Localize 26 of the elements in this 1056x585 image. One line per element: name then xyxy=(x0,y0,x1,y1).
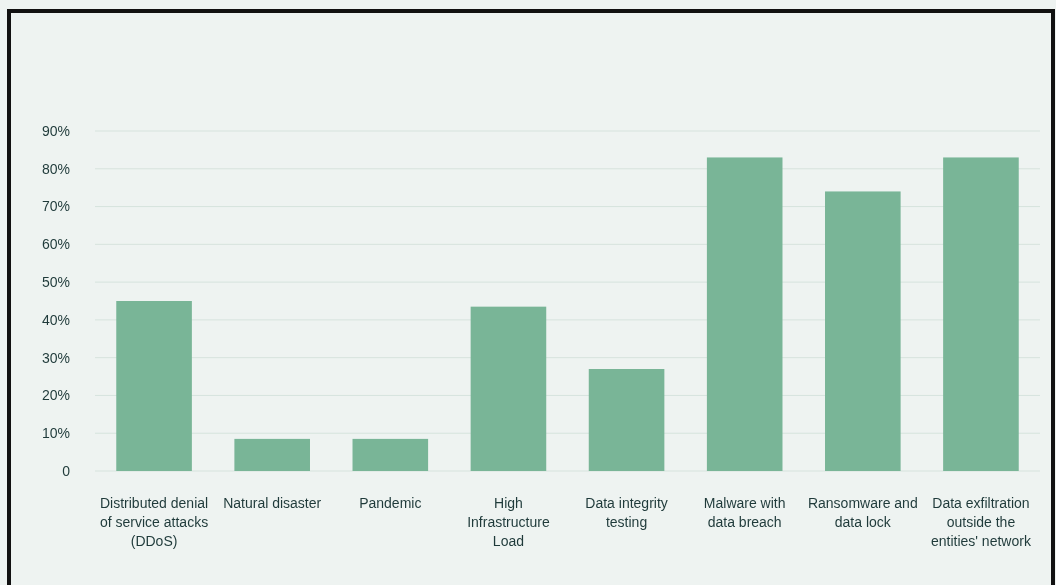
x-tick-label: Pandemic xyxy=(359,494,422,511)
bar xyxy=(943,157,1019,471)
bar xyxy=(470,306,547,471)
y-tick-label: 70% xyxy=(41,198,70,215)
x-tick-label: Data exfiltration outside the entities' network xyxy=(930,494,1032,549)
x-tick-label: Ransomware and data lock xyxy=(807,494,918,530)
y-tick-label: 50% xyxy=(41,274,70,291)
y-tick-label: 20% xyxy=(41,387,70,404)
x-tick-label: Data integrity testing xyxy=(585,494,668,530)
y-tick-label: 80% xyxy=(41,160,70,177)
y-tick-label: 0 xyxy=(62,462,71,479)
y-tick-label: 90% xyxy=(41,122,70,139)
x-tick-label: High Infrastructure Load xyxy=(467,494,550,549)
y-tick-label: 10% xyxy=(41,425,70,442)
y-tick-label: 40% xyxy=(41,311,70,328)
bar xyxy=(706,157,783,471)
bar xyxy=(116,301,192,471)
bar xyxy=(588,369,665,471)
x-tick-label: Natural disaster xyxy=(223,494,322,511)
bar xyxy=(825,191,901,471)
bar xyxy=(352,438,429,471)
y-tick-label: 60% xyxy=(41,236,70,253)
x-tick-label: Distributed denial of service attacks (DDoS) xyxy=(99,494,209,549)
y-tick-label: 30% xyxy=(41,349,70,366)
bar xyxy=(234,438,310,471)
x-tick-label: Malware with data breach xyxy=(703,494,786,530)
